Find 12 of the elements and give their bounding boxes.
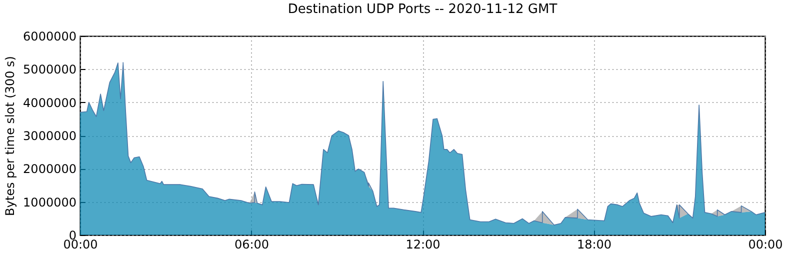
x-tick-label: 00:00 <box>748 238 783 252</box>
x-tick-label: 12:00 <box>406 238 440 252</box>
y-tick-label: 1000000 <box>23 195 76 210</box>
y-axis-title: Bytes per time slot (300 s) <box>3 56 18 216</box>
x-tick-label: 06:00 <box>234 238 270 252</box>
y-tick-label: 4000000 <box>23 96 76 110</box>
y-tick-label: 6000000 <box>23 30 76 44</box>
y-tick-label: 5000000 <box>23 62 76 77</box>
y-tick-label: 2000000 <box>23 162 76 176</box>
x-tick-label: 18:00 <box>576 238 612 252</box>
chart-title: Destination UDP Ports -- 2020-11-12 GMT <box>288 2 558 17</box>
y-tick-label: 3000000 <box>23 129 76 143</box>
